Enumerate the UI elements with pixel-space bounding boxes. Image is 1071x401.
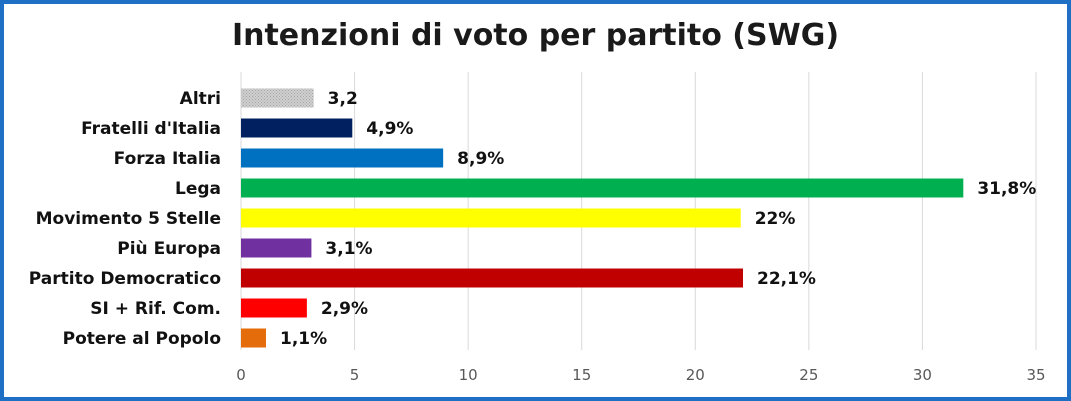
bar [241, 328, 266, 348]
x-tick-label: 5 [350, 366, 360, 384]
x-tick-label: 30 [913, 366, 932, 384]
bar [241, 238, 312, 258]
category-label: Partito Democratico [29, 269, 221, 289]
category-label: Più Europa [117, 239, 221, 259]
bars [241, 88, 964, 348]
category-label: SI + Rif. Com. [90, 299, 221, 319]
bar [241, 118, 353, 138]
x-tick-label: 0 [236, 366, 246, 384]
data-label: 1,1% [280, 329, 327, 349]
data-label: 3,1% [325, 239, 372, 259]
x-axis-ticks: 0 5 10 15 20 25 30 35 [236, 366, 1045, 384]
category-label: Movimento 5 Stelle [36, 209, 221, 229]
category-label: Lega [175, 179, 221, 199]
data-label: 22,1% [757, 269, 816, 289]
x-tick-label: 35 [1026, 366, 1045, 384]
category-labels: Altri Fratelli d'Italia Forza Italia Lega Mo… [29, 89, 221, 349]
chart-title: Intenzioni di voto per partito (SWG) [231, 18, 840, 53]
category-label: Potere al Popolo [63, 329, 221, 349]
data-label: 22% [755, 209, 796, 229]
bar [241, 268, 743, 288]
category-label: Forza Italia [114, 149, 221, 169]
data-label: 8,9% [457, 149, 504, 169]
data-label: 4,9% [366, 119, 413, 139]
bar [241, 88, 314, 108]
x-tick-label: 15 [572, 366, 591, 384]
data-labels: 3,2 4,9% 8,9% 31,8% 22% 3,1% 22,1% 2,9% 1,1% [280, 89, 1036, 349]
category-label: Altri [180, 89, 221, 109]
bar [241, 208, 741, 228]
category-label: Fratelli d'Italia [81, 119, 221, 139]
data-label: 3,2 [328, 89, 358, 109]
x-tick-label: 20 [686, 366, 705, 384]
bar [241, 148, 444, 168]
x-tick-label: 25 [799, 366, 818, 384]
bar [241, 178, 964, 198]
data-label: 2,9% [321, 299, 368, 319]
data-label: 31,8% [977, 179, 1036, 199]
x-tick-label: 10 [459, 366, 478, 384]
bar [241, 298, 307, 318]
